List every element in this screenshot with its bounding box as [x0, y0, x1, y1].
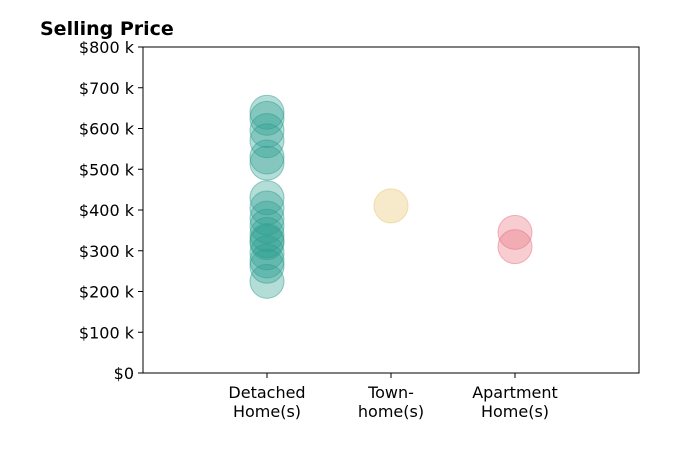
- data-points: [249, 94, 533, 299]
- x-tick-label: Town-home(s): [358, 383, 424, 421]
- data-point: [373, 188, 409, 224]
- data-point: [249, 145, 285, 181]
- x-tick-label: Detached Home(s): [228, 383, 305, 421]
- data-point: [249, 180, 285, 216]
- data-point: [249, 200, 285, 236]
- y-tick-label: $200 k: [79, 283, 135, 302]
- y-axis: $0 $100 k $200 k $300 k $400 k $500 k $600 k $7…: [79, 38, 143, 383]
- x-axis: Detached Home(s) Town-home(s) Apartment Home…: [228, 373, 558, 421]
- data-point: [249, 100, 285, 136]
- data-point: [249, 243, 285, 279]
- data-point: [249, 208, 285, 244]
- y-tick-label: $800 k: [79, 38, 135, 57]
- y-tick-label: $700 k: [79, 79, 135, 98]
- data-point: [249, 123, 285, 159]
- data-point: [497, 214, 533, 250]
- y-tick-label: $0: [114, 364, 134, 383]
- data-point: [497, 229, 533, 265]
- y-tick-label: $300 k: [79, 242, 135, 261]
- y-tick-label: $600 k: [79, 120, 135, 139]
- chart-title: Selling Price: [40, 18, 174, 40]
- data-point: [249, 235, 285, 271]
- data-point: [249, 190, 285, 226]
- y-tick-label: $400 k: [79, 201, 135, 220]
- x-tick-label: Apartment Home(s): [472, 383, 558, 421]
- y-tick-label: $500 k: [79, 160, 135, 179]
- y-tick-label: $100 k: [79, 323, 135, 342]
- data-point: [249, 263, 285, 299]
- data-point: [249, 113, 285, 149]
- data-point: [249, 248, 285, 284]
